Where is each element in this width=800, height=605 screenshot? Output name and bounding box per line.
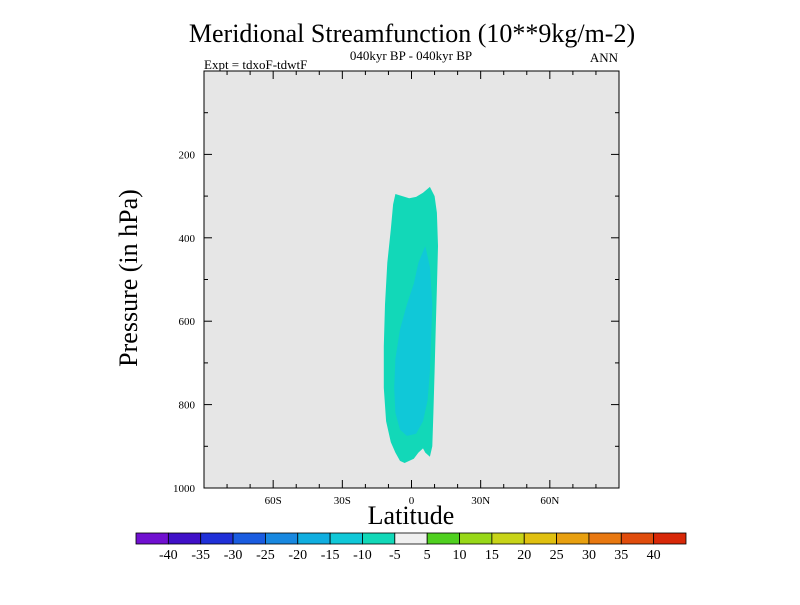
colorbar-label: 5 <box>424 548 431 563</box>
colorbar-swatch <box>329 532 363 545</box>
colorbar-label: 30 <box>582 548 596 563</box>
colorbar: -40 -35 -30 -25 -20 -15 -10 -5 5 10 15 20 25 30 35 40 <box>135 532 687 563</box>
x-tick-label: 60S <box>265 495 282 507</box>
colorbar-label: 25 <box>550 548 564 563</box>
colorbar-label: 40 <box>647 548 661 563</box>
y-axis-title: Pressure (in hPa) <box>114 189 143 367</box>
experiment-label: Expt = tdxoF-tdwtF <box>204 57 307 72</box>
colorbar-label: 20 <box>517 548 531 563</box>
colorbar-swatch <box>426 532 460 545</box>
colorbar-swatch <box>459 532 493 545</box>
y-axis: 200 400 600 800 1000 <box>173 112 619 495</box>
y-tick-label: 1000 <box>173 483 196 495</box>
x-axis-title: Latitude <box>368 501 455 530</box>
colorbar-label: 15 <box>485 548 499 563</box>
colorbar-swatch <box>232 532 266 545</box>
colorbar-label: -15 <box>321 548 340 563</box>
colorbar-swatch <box>394 532 428 545</box>
colorbar-swatch <box>588 532 622 545</box>
x-tick-label: 60N <box>540 495 559 507</box>
colorbar-label: -5 <box>389 548 401 563</box>
colorbar-label: -20 <box>288 548 307 563</box>
colorbar-swatch <box>491 532 525 545</box>
x-tick-label: 30S <box>334 495 351 507</box>
period-label: 040kyr BP - 040kyr BP <box>350 48 472 63</box>
colorbar-label: -25 <box>256 548 275 563</box>
colorbar-swatch <box>653 532 687 545</box>
colorbar-swatch <box>523 532 557 545</box>
y-tick-label: 800 <box>179 400 196 412</box>
x-axis: 60S 30S 0 30N 60N <box>226 71 597 507</box>
chart-title: Meridional Streamfunction (10**9kg/m-2) <box>189 19 635 48</box>
colorbar-label: -35 <box>191 548 210 563</box>
colorbar-swatch <box>556 532 590 545</box>
colorbar-label: -40 <box>159 548 178 563</box>
colorbar-swatch <box>167 532 202 545</box>
colorbar-label: -10 <box>353 548 372 563</box>
y-tick-label: 600 <box>179 316 196 328</box>
colorbar-swatch <box>620 532 655 545</box>
colorbar-swatch <box>135 532 169 545</box>
contour-layer <box>383 186 438 463</box>
colorbar-label: 35 <box>614 548 628 563</box>
colorbar-swatch <box>362 532 396 545</box>
colorbar-swatch <box>200 532 234 545</box>
x-tick-label: 0 <box>409 495 415 507</box>
colorbar-label: 10 <box>453 548 467 563</box>
colorbar-swatch <box>297 532 331 545</box>
y-tick-label: 200 <box>179 149 196 161</box>
colorbar-label: -30 <box>224 548 243 563</box>
x-tick-label: 30N <box>471 495 490 507</box>
colorbar-swatch <box>265 532 299 545</box>
season-label: ANN <box>590 50 619 65</box>
y-tick-label: 400 <box>179 233 196 245</box>
contour-region-2 <box>394 246 433 436</box>
